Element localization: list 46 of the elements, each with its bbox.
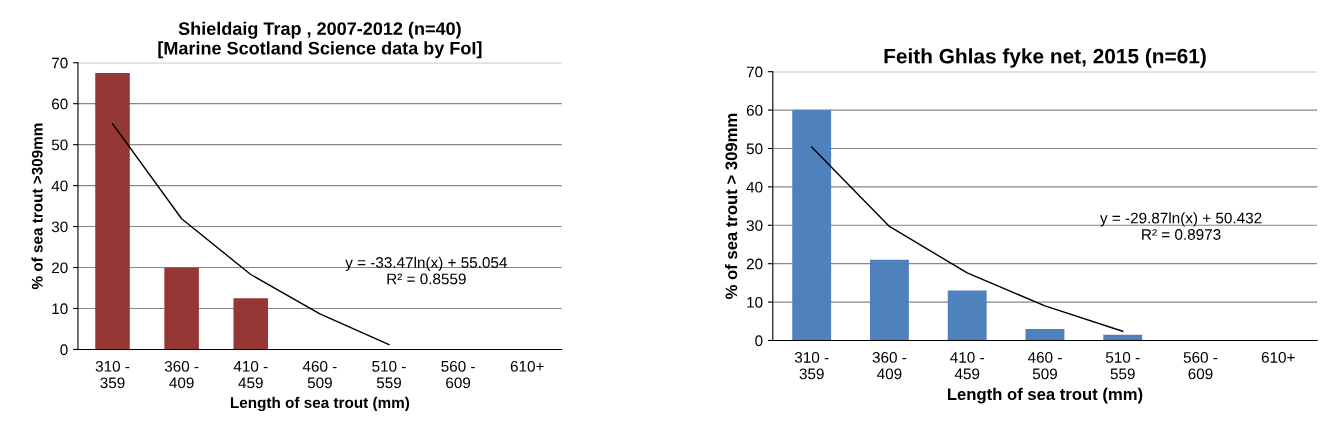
x-tick-label: 460 - 509	[1027, 351, 1062, 380]
x-tick-label: 310 - 359	[794, 351, 829, 380]
bar	[233, 298, 269, 350]
x-tick-label: 610+	[1261, 351, 1295, 363]
chart-title: Feith Ghlas fyke net, 2015 (n=61)	[884, 48, 1206, 68]
x-tick-label: 310 - 359	[95, 360, 130, 389]
x-tick-label: 510 - 559	[1105, 351, 1140, 380]
line-series	[810, 146, 1124, 332]
y-tick-label: 0	[755, 335, 763, 347]
y-tick-label: 10	[52, 303, 68, 315]
x-tick-label: 610+	[510, 360, 544, 372]
y-tick-label: 50	[746, 143, 763, 155]
y-tick-label: 70	[52, 57, 68, 69]
bar	[792, 110, 832, 341]
x-axis-title: Length of sea trout (mm)	[947, 387, 1143, 404]
x-tick-label: 510 - 559	[372, 360, 406, 389]
x-axis-title: Length of sea trout (mm)	[230, 396, 410, 412]
annotation: y = -33.47ln(x) + 55.054 R² = 0.8559	[345, 256, 507, 285]
bar	[1025, 328, 1065, 341]
x-tick-label: 560 - 609	[441, 360, 475, 389]
y-axis-title: % of sea trout >309mm	[31, 123, 43, 290]
y-tick-label: 30	[51, 221, 68, 233]
x-tick-label: 410 - 459	[233, 360, 268, 389]
y-axis-title: % of sea trout > 309mm	[724, 113, 738, 299]
y-tick-label: 60	[746, 104, 763, 116]
x-tick-label: 360 - 409	[872, 351, 907, 380]
bar	[947, 290, 987, 341]
bar	[95, 72, 130, 350]
annotation: y = -29.87ln(x) + 50.432 R² = 0.8973	[1099, 212, 1262, 240]
y-tick-label: 30	[746, 220, 763, 231]
y-tick-label: 50	[51, 139, 68, 151]
y-tick-label: 40	[746, 181, 763, 193]
x-tick-label: 410 - 459	[950, 351, 984, 380]
y-tick-label: 60	[52, 98, 68, 110]
y-tick-label: 20	[52, 262, 68, 274]
x-tick-label: 560 - 609	[1183, 351, 1218, 380]
chart-title: Shieldaig Trap , 2007-2012 (n=40) [Marine Scotland Science data by FoI]	[158, 21, 482, 59]
bar	[164, 267, 199, 350]
y-tick-label: 10	[747, 296, 763, 308]
x-tick-label: 360 - 409	[164, 360, 199, 389]
y-tick-label: 20	[746, 258, 763, 270]
x-tick-label: 460 - 509	[302, 360, 337, 389]
bar	[870, 259, 909, 341]
y-tick-label: 0	[60, 344, 68, 356]
y-tick-label: 40	[51, 180, 68, 192]
y-tick-label: 70	[746, 66, 763, 78]
